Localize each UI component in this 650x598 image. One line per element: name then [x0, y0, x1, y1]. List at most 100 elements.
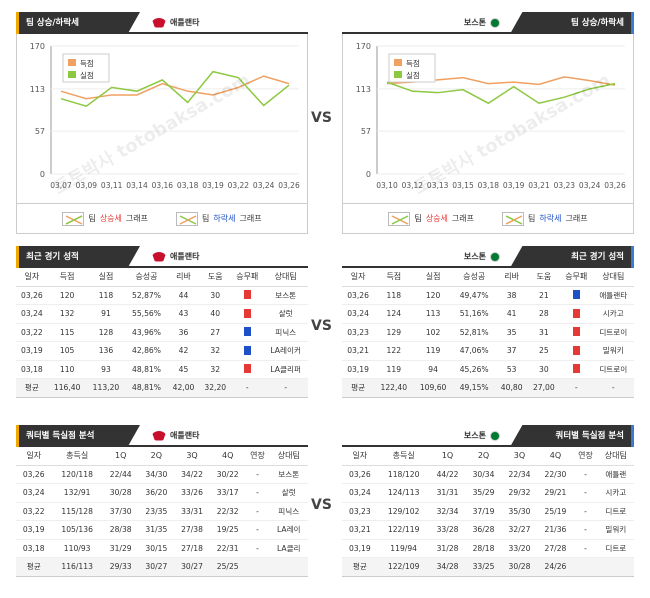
recent-results-table: 일자 득점 실점 승성공 리바 도움 승무패 상대팀 03,26 120 118 52,87% 44 30… [16, 268, 308, 399]
table-cell: 43 [167, 304, 200, 324]
table-row: 03,23 129 102 52,81% 35 31 디트로이 [342, 323, 634, 343]
table-cell: 37/30 [102, 502, 139, 522]
table-cell: 128 [86, 323, 126, 343]
table-cell: 03,18 [16, 360, 48, 380]
table-row: 03,18 110/93 31/29 30/15 27/18 22/31- LA클리 [16, 539, 308, 559]
table-cell: 28/18 [465, 539, 502, 559]
table-cell: 32 [199, 341, 232, 361]
header-row: 일자 총득실 1Q 2Q 3Q 4Q 연장 상대팀 [16, 447, 308, 466]
table-cell: 42 [167, 341, 200, 361]
trend-tab[interactable]: 팀 상승/하락세 [16, 12, 140, 34]
x-tick-label: 03,07 [50, 181, 72, 190]
table-row: 03,24 132 91 55,56% 43 40 살럿 [16, 304, 308, 324]
column-header: 승무패 [559, 268, 593, 287]
table-cell: 27/18 [174, 539, 210, 559]
table-cell: 119 [374, 360, 414, 380]
table-cell: 03,26 [342, 286, 375, 306]
table-cell: 평균 [16, 378, 48, 399]
table-cell: 40,80 [495, 378, 528, 399]
vs-label: VS [311, 110, 332, 126]
table-cell: 밀워키 [597, 520, 634, 540]
table-cell: 30/34 [465, 465, 502, 485]
table-cell: 27/28 [537, 539, 574, 559]
table-cell: 122 [374, 341, 414, 361]
table-cell: 19/25 [209, 520, 246, 540]
vs-label: VS [311, 497, 332, 513]
average-row: 평균 116,40 113,20 48,81% 42,00 32,20- - [16, 378, 308, 399]
table-cell: 118 [374, 286, 414, 306]
table-row: 03,26 120 118 52,87% 44 30 보스톤 [16, 286, 308, 306]
table-cell: 애틀랜타 [592, 286, 634, 306]
legend-swatch [68, 71, 76, 78]
table-cell: 45 [167, 360, 200, 380]
table-cell: 124/113 [377, 483, 430, 503]
table-cell: 29/21 [537, 483, 574, 503]
table-cell: 22/31 [209, 539, 246, 559]
table-cell: 93 [86, 360, 126, 380]
table-cell: 평균 [16, 557, 52, 578]
x-tick-label: 03,23 [554, 181, 576, 190]
y-tick-label: 170 [30, 42, 45, 51]
table-cell: 48,81% [125, 360, 168, 380]
atlanta-logo-icon [152, 251, 166, 262]
table-cell [559, 323, 593, 343]
table-cell: LA레이 [269, 520, 308, 540]
table-cell: 119 [413, 341, 453, 361]
series-line-1 [60, 70, 290, 108]
table-cell: 36 [167, 323, 200, 343]
table-cell: 35/30 [501, 502, 538, 522]
up-graph-toggle[interactable]: 팀 상승세 그래프 [62, 211, 148, 226]
down-graph-toggle[interactable]: 팀 하락세 그래프 [176, 211, 262, 226]
table-cell: 24/26 [537, 557, 574, 578]
team-label: 보스톤 [464, 17, 500, 28]
loss-icon [243, 290, 251, 299]
table-cell: 91 [86, 304, 126, 324]
series-line-1 [386, 81, 616, 105]
win-icon [243, 345, 251, 355]
table-cell: 136 [86, 341, 126, 361]
x-tick-label: 03,18 [478, 181, 500, 190]
win-icon [572, 290, 580, 299]
recent-tab[interactable]: 최근 경기 성적 [16, 246, 140, 268]
y-tick-label: 57 [35, 127, 45, 136]
right-recent-header: 보스톤 최근 경기 성적 [342, 246, 634, 268]
table-cell: 32,20 [199, 378, 232, 399]
table-cell: 110/93 [51, 539, 103, 559]
table-cell: 31/29 [102, 539, 139, 559]
trend-tab[interactable]: 팀 상승/하락세 [510, 12, 634, 34]
x-tick-label: 03,14 [126, 181, 148, 190]
column-header: 승무패 [231, 268, 264, 287]
table-cell: 34/28 [429, 557, 466, 578]
table-cell: 109,60 [413, 378, 453, 399]
table-cell: 03,26 [16, 465, 52, 485]
table-row: 03,19 105 136 42,86% 42 32 LA레이커 [16, 341, 308, 361]
column-header: 1Q [429, 447, 466, 466]
team-label: 애틀랜타 [152, 251, 199, 262]
quarter-tab[interactable]: 쿼터별 득실점 분석 [16, 425, 140, 447]
table-cell: 124 [374, 304, 414, 324]
team-label: 보스톤 [464, 430, 500, 441]
table-cell: 34/22 [174, 465, 210, 485]
quarter-table: 일자 총득실 1Q 2Q 3Q 4Q 연장 상대팀 03,26 118/120 44/22 30/34… [342, 447, 634, 578]
table-cell: 48,81% [125, 378, 168, 399]
recent-tab[interactable]: 최근 경기 성적 [510, 246, 634, 268]
table-row: 03,19 119 94 45,26% 53 30 디트로이 [342, 360, 634, 380]
table-cell: 27 [199, 323, 232, 343]
column-header: 2Q [138, 447, 175, 466]
x-tick-label: 03,26 [604, 181, 626, 190]
table-cell: 44 [167, 286, 200, 306]
left-trend-header: 팀 상승/하락세 애틀랜타 [16, 12, 308, 34]
loss-icon [243, 364, 251, 374]
x-tick-label: 03,22 [228, 181, 250, 190]
quarter-tab[interactable]: 쿼터별 득실점 분석 [510, 425, 634, 447]
table-cell: 22/30 [537, 465, 574, 485]
table-cell: 42,86% [125, 341, 168, 361]
down-graph-toggle[interactable]: 팀 하락세 그래프 [502, 211, 588, 226]
x-tick-label: 03,13 [427, 181, 449, 190]
y-tick-label: 170 [356, 42, 371, 51]
up-graph-toggle[interactable]: 팀 상승세 그래프 [388, 211, 474, 226]
table-cell: - [573, 520, 598, 540]
table-cell: - [592, 378, 634, 399]
table-cell: 보스톤 [263, 286, 308, 306]
legend-label: 득점 [80, 58, 94, 68]
